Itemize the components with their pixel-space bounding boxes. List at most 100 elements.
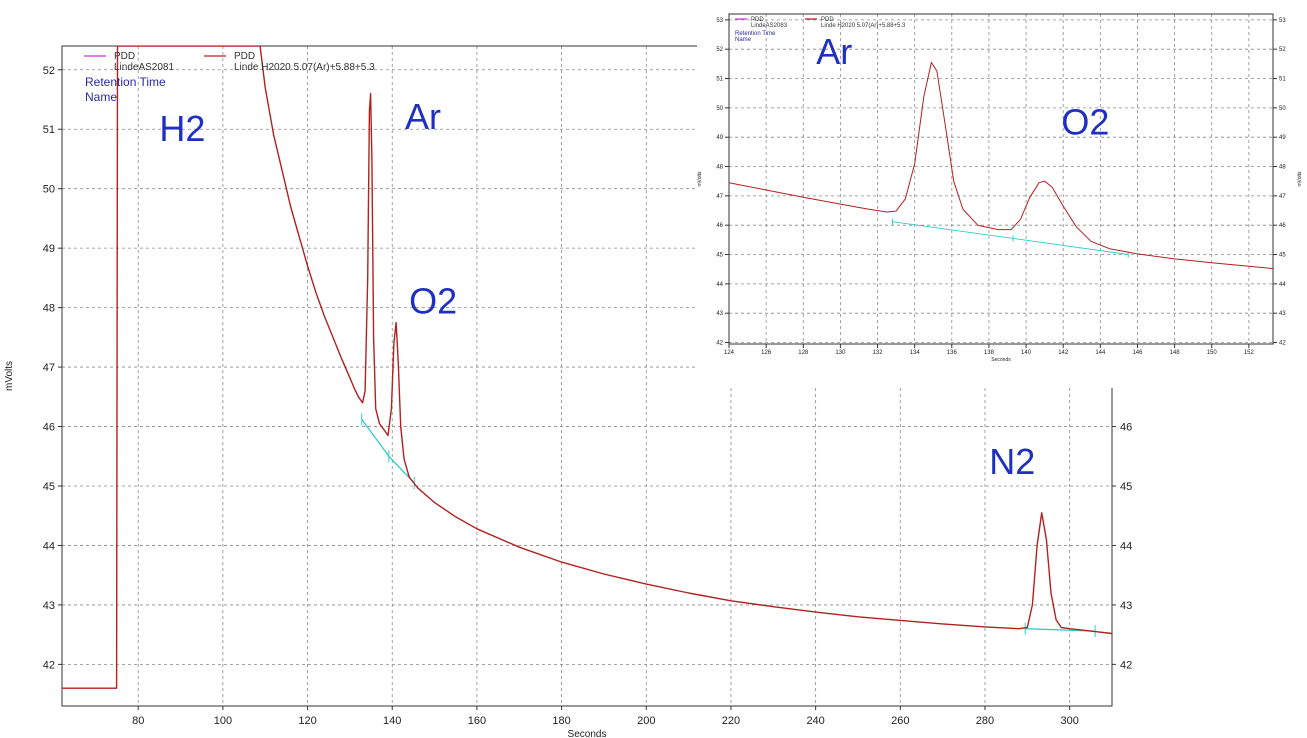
- x-tick-label: 132: [873, 350, 884, 356]
- legend-detail: LindeAS2081: [114, 62, 174, 73]
- peak-label-n2: N2: [989, 441, 1035, 482]
- x-tick-label: 144: [1095, 350, 1106, 356]
- x-tick-label: 100: [214, 715, 232, 727]
- x-tick-label: 160: [468, 715, 486, 727]
- right-y-tick-label: 53: [1279, 18, 1286, 24]
- legend-note: Name: [85, 90, 117, 104]
- right-y-axis-label: mVolts: [1297, 171, 1303, 187]
- plot-content: [62, 46, 1112, 689]
- y-tick-label: 51: [43, 124, 55, 136]
- x-tick-label: 130: [835, 350, 846, 356]
- right-y-tick-label: 43: [1279, 311, 1286, 317]
- y-tick-label: 45: [43, 481, 55, 493]
- y-tick-label: 47: [43, 362, 55, 374]
- right-y-tick-label: 42: [1279, 341, 1286, 347]
- right-y-tick-label: 45: [1120, 481, 1132, 493]
- y-tick-label: 51: [716, 77, 723, 83]
- x-tick-label: 138: [984, 350, 995, 356]
- legend-detail: Linde H2020 5.07(Ar)+5.88+5.3: [821, 23, 906, 29]
- x-tick-label: 280: [976, 715, 994, 727]
- x-tick-label: 80: [132, 715, 144, 727]
- right-y-tick-label: 44: [1120, 540, 1132, 552]
- y-tick-label: 52: [716, 47, 723, 53]
- x-tick-label: 120: [298, 715, 316, 727]
- y-tick-label: 43: [43, 600, 55, 612]
- y-tick-label: 52: [43, 65, 55, 77]
- x-tick-label: 128: [798, 350, 809, 356]
- y-tick-label: 45: [716, 253, 723, 259]
- y-tick-label: 43: [716, 311, 723, 317]
- legend-name: PDD: [234, 51, 255, 62]
- peak-label-ar: Ar: [405, 96, 441, 137]
- right-y-tick-label: 49: [1279, 135, 1286, 141]
- x-tick-label: 220: [722, 715, 740, 727]
- x-tick-label: 124: [724, 350, 735, 356]
- y-tick-label: 46: [43, 422, 55, 434]
- right-y-tick-label: 46: [1120, 422, 1132, 434]
- legend-name: PDD: [114, 51, 135, 62]
- y-tick-label: 47: [716, 194, 723, 200]
- y-tick-label: 49: [716, 135, 723, 141]
- right-y-tick-label: 51: [1279, 77, 1286, 83]
- x-tick-label: 240: [806, 715, 824, 727]
- y-tick-label: 46: [716, 223, 723, 229]
- legend-detail: LindeAS2083: [751, 23, 788, 29]
- right-y-tick-label: 50: [1279, 106, 1286, 112]
- inset-chromatogram: 124 126 128 130 132 134 136 138 140 142 144 146 148 1…: [697, 6, 1307, 388]
- plot-area: [729, 14, 1273, 344]
- legend-name: PDD: [751, 17, 764, 23]
- peak-label-o2: O2: [1061, 101, 1109, 142]
- y-tick-label: 44: [716, 282, 723, 288]
- x-tick-label: 134: [910, 350, 921, 356]
- y-tick-label: 42: [716, 341, 723, 347]
- right-y-tick-label: 42: [1120, 659, 1132, 671]
- x-tick-label: 142: [1058, 350, 1069, 356]
- series-line: [62, 46, 1112, 689]
- x-tick-label: 146: [1132, 350, 1143, 356]
- legend-note: Retention Time: [735, 31, 776, 37]
- y-tick-label: 50: [43, 184, 55, 196]
- x-tick-label: 148: [1170, 350, 1181, 356]
- x-tick-label: 126: [761, 350, 772, 356]
- y-tick-label: 44: [43, 540, 55, 552]
- right-y-tick-label: 46: [1279, 223, 1286, 229]
- right-y-tick-label: 52: [1279, 47, 1286, 53]
- peak-label-ar: Ar: [816, 31, 852, 72]
- x-tick-label: 300: [1060, 715, 1078, 727]
- x-tick-label: 136: [947, 350, 958, 356]
- right-y-tick-label: 43: [1120, 600, 1132, 612]
- y-tick-label: 53: [716, 18, 723, 24]
- plot-content: [729, 61, 1273, 270]
- y-tick-label: 48: [43, 303, 55, 315]
- peak-label-o2: O2: [409, 281, 457, 322]
- y-tick-label: 50: [716, 106, 723, 112]
- x-tick-label: 140: [1021, 350, 1032, 356]
- legend-note: Name: [735, 37, 752, 43]
- right-y-tick-label: 44: [1279, 282, 1286, 288]
- plot-frame: [728, 13, 1274, 345]
- right-y-tick-label: 48: [1279, 165, 1286, 171]
- y-tick-label: 42: [43, 659, 55, 671]
- legend-name: PDD: [821, 17, 834, 23]
- x-tick-label: 200: [637, 715, 655, 727]
- legend-note: Retention Time: [85, 75, 166, 89]
- y-axis-label: mVolts: [697, 171, 703, 187]
- x-tick-label: 152: [1244, 350, 1255, 356]
- x-tick-label: 140: [383, 715, 401, 727]
- x-tick-label: 150: [1207, 350, 1218, 356]
- y-tick-label: 49: [43, 243, 55, 255]
- x-axis-label: Seconds: [568, 729, 607, 738]
- x-axis-label: Seconds: [991, 357, 1011, 363]
- legend-detail: Linde H2020 5.07(Ar)+5.88+5.3: [234, 62, 375, 73]
- series-line: [729, 61, 1273, 270]
- y-tick-label: 48: [716, 165, 723, 171]
- peak-label-h2: H2: [159, 108, 205, 149]
- y-axis-label: mVolts: [4, 361, 15, 391]
- x-tick-label: 260: [891, 715, 909, 727]
- right-y-tick-label: 45: [1279, 253, 1286, 259]
- right-y-tick-label: 47: [1279, 194, 1286, 200]
- x-tick-label: 180: [552, 715, 570, 727]
